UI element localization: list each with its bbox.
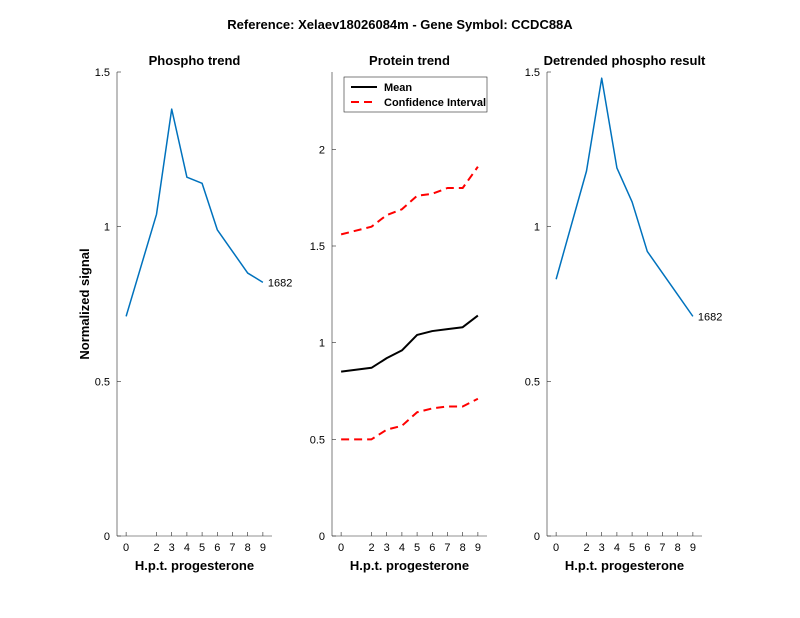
protein-x-tick-label: 7 — [444, 542, 450, 554]
phospho-y-tick-label: 0 — [104, 531, 110, 543]
protein-y-tick-label: 0 — [319, 531, 325, 543]
detrended-x-tick-label: 6 — [644, 542, 650, 554]
detrended-y-tick-label: 0.5 — [525, 376, 540, 388]
detrended-x-tick-label: 7 — [659, 542, 665, 554]
detrended-x-tick-label: 8 — [675, 542, 681, 554]
protein-x-tick-label: 9 — [475, 542, 481, 554]
detrended-series-end-label: 1682 — [698, 311, 722, 323]
detrended-x-axis-label: H.p.t. progesterone — [565, 558, 684, 573]
protein-x-tick-label: 8 — [460, 542, 466, 554]
phospho-x-tick-label: 0 — [123, 542, 129, 554]
protein-x-tick-label: 3 — [384, 542, 390, 554]
protein-x-tick-label: 0 — [338, 542, 344, 554]
detrended-series-line-0 — [555, 77, 694, 317]
phospho-x-tick-label: 3 — [169, 542, 175, 554]
protein-series-line-1 — [340, 166, 479, 236]
detrended-x-tick-label: 5 — [629, 542, 635, 554]
protein-series-line-2 — [341, 397, 479, 441]
detrended-y-tick-label: 0 — [534, 531, 540, 543]
phospho-x-tick-label: 4 — [184, 542, 190, 554]
protein-x-tick-label: 4 — [399, 542, 405, 554]
detrended-y-tick-label: 1 — [534, 222, 540, 234]
phospho-y-tick-label: 1.5 — [95, 67, 110, 79]
protein-y-tick-label: 1.5 — [310, 241, 325, 253]
phospho-y-tick-label: 0.5 — [95, 376, 110, 388]
phospho-y-tick-label: 1 — [104, 222, 110, 234]
protein-series-line-0 — [340, 314, 479, 373]
protein-legend-entry-1: Confidence Interval — [384, 97, 486, 109]
protein-x-tick-label: 6 — [429, 542, 435, 554]
protein-x-tick-label: 2 — [368, 542, 374, 554]
protein-x-axis-label: H.p.t. progesterone — [350, 558, 469, 573]
phospho-series-line-0 — [125, 108, 264, 317]
phospho-x-tick-label: 2 — [153, 542, 159, 554]
phospho-x-tick-label: 6 — [214, 542, 220, 554]
phospho-y-axis-label: Normalized signal — [77, 248, 92, 359]
protein-legend-box — [343, 76, 488, 113]
protein-y-tick-label: 2 — [319, 144, 325, 156]
detrended-x-tick-label: 2 — [583, 542, 589, 554]
phospho-x-tick-label: 5 — [199, 542, 205, 554]
phospho-x-tick-label: 9 — [260, 542, 266, 554]
detrended-x-tick-label: 0 — [553, 542, 559, 554]
detrended-y-tick-label: 1.5 — [525, 67, 540, 79]
detrended-axes: 0 2 3 4 5 6 7 8 9 0 0.5 1 1.5 Detrended phospho resul… — [525, 53, 723, 573]
protein-y-tick-label: 0.5 — [310, 434, 325, 446]
detrended-x-tick-label: 3 — [599, 542, 605, 554]
detrended-x-tick-label: 4 — [614, 542, 620, 554]
protein-legend-entry-0: Mean — [384, 82, 412, 94]
figure-suptitle: Reference: Xelaev18026084m - Gene Symbol… — [227, 17, 573, 32]
detrended-title: Detrended phospho result — [544, 53, 706, 68]
protein-title: Protein trend — [369, 53, 450, 68]
protein-legend: Mean Confidence Interval — [343, 76, 488, 113]
phospho-x-tick-label: 8 — [245, 542, 251, 554]
phospho-title: Phospho trend — [149, 53, 241, 68]
phospho-x-tick-label: 7 — [229, 542, 235, 554]
phospho-series-end-label: 1682 — [268, 277, 292, 289]
phospho-axes: 0 2 3 4 5 6 7 8 9 0 0.5 1 1.5 Phospho trend H.p.t. pro… — [77, 53, 292, 573]
detrended-x-tick-label: 9 — [690, 542, 696, 554]
protein-y-tick-label: 1 — [319, 338, 325, 350]
protein-x-tick-label: 5 — [414, 542, 420, 554]
phospho-x-axis-label: H.p.t. progesterone — [135, 558, 254, 573]
